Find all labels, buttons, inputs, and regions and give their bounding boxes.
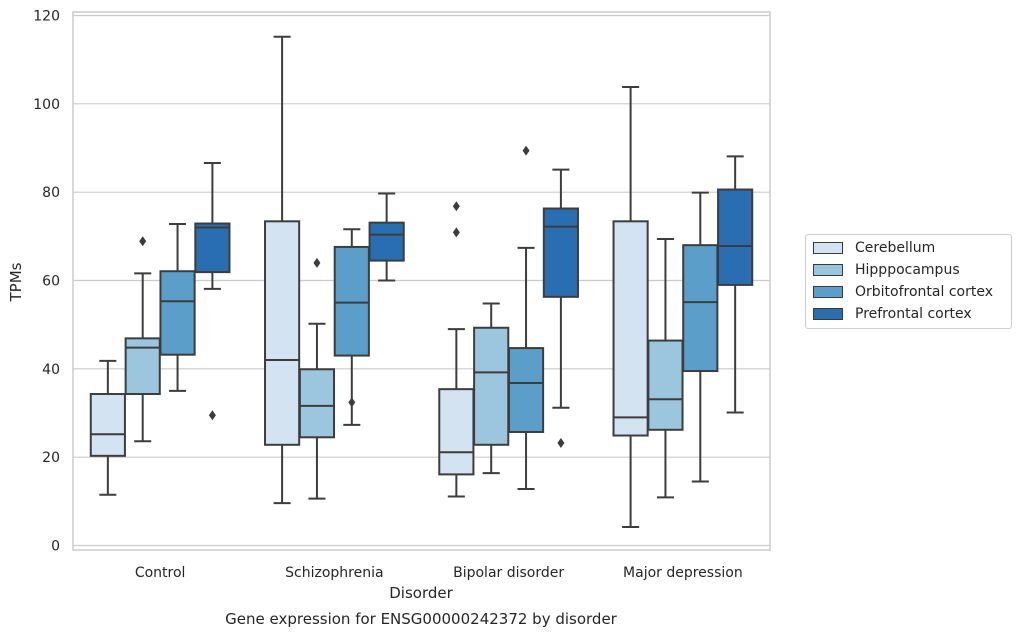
y-tick-label: 60 (42, 274, 60, 290)
box-prefrontal-cortex (717, 155, 754, 414)
x-axis-label: Disorder (389, 584, 453, 602)
box-body (682, 244, 719, 373)
box-body (647, 339, 684, 431)
y-tick-label: 40 (42, 362, 60, 378)
legend: Cerebellum Hipppocampus Orbitofrontal co… (805, 234, 1012, 329)
box-orbitofrontal-cortex (333, 228, 370, 426)
box-prefrontal-cortex (542, 168, 579, 449)
boxes-layer (89, 35, 754, 528)
box-orbitofrontal-cortex (682, 191, 719, 483)
box-orbitofrontal-cortex (507, 145, 545, 490)
box-cerebellum (438, 201, 475, 498)
box-body (473, 326, 510, 446)
legend-label: Hipppocampus (855, 262, 960, 278)
box-body (542, 207, 579, 298)
box-cerebellum (89, 359, 126, 496)
box-body (507, 347, 545, 433)
y-axis-label: TPMs (7, 262, 25, 302)
box-body (368, 221, 405, 262)
legend-item: Orbitofrontal cortex (813, 283, 993, 301)
y-tick-label: 120 (33, 9, 60, 25)
outlier-point (522, 145, 530, 156)
legend-label: Cerebellum (855, 240, 936, 256)
outlier-point (313, 257, 321, 268)
plot-frame (72, 11, 771, 551)
y-tick-label: 100 (33, 97, 60, 113)
x-tick-label: Schizophrenia (285, 565, 383, 581)
outlier-point (139, 236, 147, 247)
legend-swatch (813, 242, 843, 254)
y-tick-label: 80 (42, 185, 60, 201)
legend-swatch (813, 308, 843, 320)
x-tick-label: Control (135, 565, 186, 581)
x-tick-label: Bipolar disorder (453, 565, 564, 581)
box-body (333, 245, 370, 357)
box-hipppocampus (124, 236, 161, 443)
outlier-point (452, 201, 460, 212)
legend-swatch (813, 286, 843, 298)
box-hipppocampus (298, 257, 336, 500)
legend-label: Orbitofrontal cortex (855, 284, 993, 300)
box-body (717, 188, 754, 286)
box-body (89, 393, 126, 457)
legend-swatch (813, 264, 843, 276)
box-body (159, 270, 196, 356)
chart-title: Gene expression for ENSG00000242372 by d… (225, 610, 618, 628)
y-tick-label: 0 (51, 539, 60, 555)
legend-item: Prefrontal cortex (813, 305, 972, 323)
box-body (612, 220, 649, 437)
legend-item: Hipppocampus (813, 261, 960, 279)
box-cerebellum (264, 35, 301, 505)
legend-label: Prefrontal cortex (855, 306, 972, 322)
box-body (298, 368, 336, 439)
outlier-point (348, 397, 356, 408)
box-cerebellum (612, 86, 649, 528)
outlier-point (557, 438, 565, 449)
y-tick-label: 20 (42, 450, 60, 466)
outlier-point (452, 227, 460, 238)
box-orbitofrontal-cortex (159, 222, 196, 392)
x-tick-label: Major depression (623, 565, 743, 581)
outlier-point (208, 410, 216, 421)
legend-item: Cerebellum (813, 239, 935, 257)
box-hipppocampus (473, 302, 510, 475)
box-prefrontal-cortex (368, 192, 405, 282)
tick-labels: 0 20 40 60 80 100 120 Control Schizophrenia Bipol… (33, 9, 742, 582)
box-prefrontal-cortex (194, 162, 231, 421)
box-body (194, 222, 231, 274)
box-body (438, 388, 475, 476)
box-body (264, 220, 301, 446)
box-hipppocampus (647, 237, 684, 499)
